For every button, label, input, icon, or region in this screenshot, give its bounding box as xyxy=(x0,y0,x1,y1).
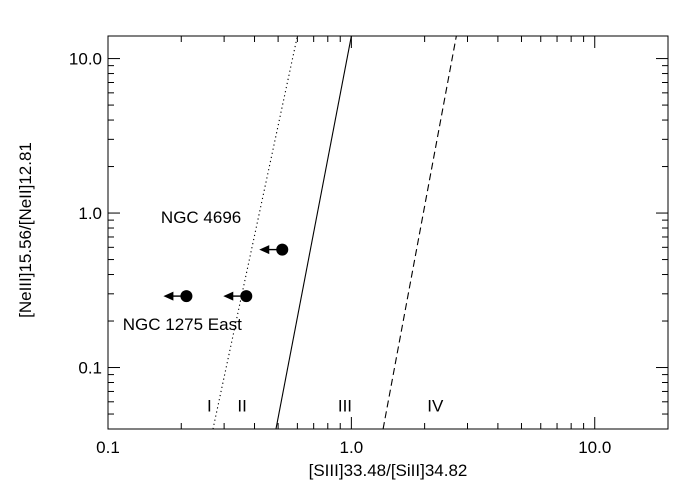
annotation-label: III xyxy=(338,396,352,415)
data-point xyxy=(240,290,253,303)
annotation-label: IV xyxy=(427,396,444,415)
tick-labels-group: 0.1 1.0 10.0 0.1 1.0 10.0 xyxy=(69,50,611,457)
y-axis-title: [NeIII]15.56/[NeII]12.81 xyxy=(16,142,35,318)
region-line-solid xyxy=(275,35,352,430)
upper-limit-arrowhead xyxy=(259,245,270,255)
y-tick-label: 1.0 xyxy=(78,204,102,223)
plot-frame-group xyxy=(107,35,669,430)
data-point xyxy=(180,290,193,303)
plot-frame xyxy=(107,35,669,430)
annotation-label: NGC 4696 xyxy=(161,208,241,227)
x-tick-label: 10.0 xyxy=(578,438,611,457)
annotation-label: I xyxy=(207,396,212,415)
annotation-label: NGC 1275 East xyxy=(123,315,242,334)
ticks-group xyxy=(107,36,669,430)
x-tick-label: 0.1 xyxy=(96,438,120,457)
upper-limit-arrowhead xyxy=(223,291,234,301)
annotation-label: II xyxy=(237,396,246,415)
upper-limit-arrowhead xyxy=(163,291,174,301)
data-point xyxy=(276,243,289,256)
x-tick-label: 1.0 xyxy=(340,438,364,457)
y-tick-label: 10.0 xyxy=(69,50,102,69)
region-line-dashed xyxy=(382,35,457,430)
region-lines-group xyxy=(212,35,457,430)
x-axis-title: [SIII]33.48/[SiII]34.82 xyxy=(309,461,468,480)
data-points-group xyxy=(163,243,289,303)
y-tick-label: 0.1 xyxy=(78,359,102,378)
